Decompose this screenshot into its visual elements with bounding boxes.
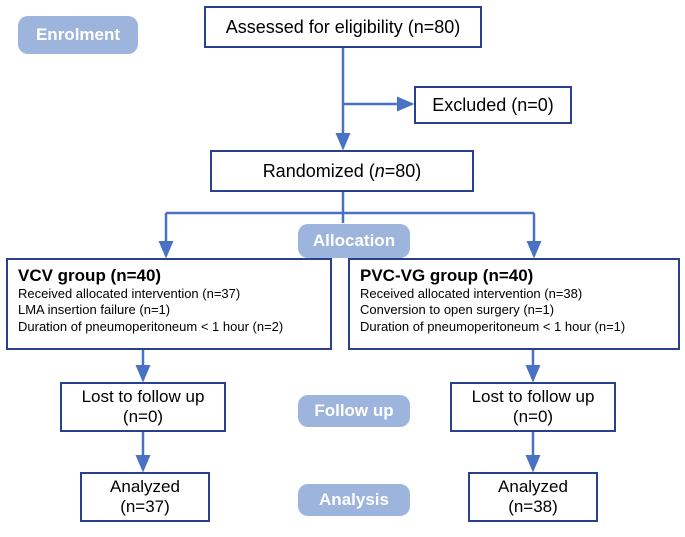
pill-enrolment: Enrolment: [18, 16, 138, 54]
box-excluded-text: Excluded (n=0): [432, 95, 554, 116]
pvc-title: PVC-VG group (n=40): [360, 266, 668, 286]
box-analyzed-left: Analyzed (n=37): [80, 472, 210, 522]
pill-allocation: Allocation: [298, 224, 410, 258]
vcv-title: VCV group (n=40): [18, 266, 320, 286]
vcv-l3: Duration of pneumoperitoneum < 1 hour (n…: [18, 319, 320, 335]
lost-right-l2: (n=0): [513, 407, 553, 427]
pill-allocation-label: Allocation: [313, 231, 395, 251]
analyzed-left-l1: Analyzed: [110, 477, 180, 497]
pill-enrolment-label: Enrolment: [36, 25, 120, 45]
lost-right-l1: Lost to follow up: [472, 387, 595, 407]
box-randomized-text: Randomized (n=80): [263, 161, 422, 182]
analyzed-left-l2: (n=37): [120, 497, 170, 517]
lost-left-l1: Lost to follow up: [82, 387, 205, 407]
analyzed-right-l2: (n=38): [508, 497, 558, 517]
box-vcv-group: VCV group (n=40) Received allocated inte…: [6, 258, 332, 350]
pill-followup: Follow up: [298, 395, 410, 427]
pvc-l3: Duration of pneumoperitoneum < 1 hour (n…: [360, 319, 668, 335]
pvc-l2: Conversion to open surgery (n=1): [360, 302, 668, 318]
vcv-l1: Received allocated intervention (n=37): [18, 286, 320, 302]
box-assessed: Assessed for eligibility (n=80): [204, 6, 482, 48]
lost-left-l2: (n=0): [123, 407, 163, 427]
pill-analysis-label: Analysis: [319, 490, 389, 510]
pvc-l1: Received allocated intervention (n=38): [360, 286, 668, 302]
vcv-l2: LMA insertion failure (n=1): [18, 302, 320, 318]
box-randomized: Randomized (n=80): [210, 150, 474, 192]
box-lost-left: Lost to follow up (n=0): [60, 382, 226, 432]
analyzed-right-l1: Analyzed: [498, 477, 568, 497]
box-lost-right: Lost to follow up (n=0): [450, 382, 616, 432]
pill-analysis: Analysis: [298, 484, 410, 516]
box-assessed-text: Assessed for eligibility (n=80): [226, 17, 461, 38]
box-excluded: Excluded (n=0): [414, 86, 572, 124]
box-pvc-group: PVC-VG group (n=40) Received allocated i…: [348, 258, 680, 350]
box-analyzed-right: Analyzed (n=38): [468, 472, 598, 522]
pill-followup-label: Follow up: [314, 401, 393, 421]
